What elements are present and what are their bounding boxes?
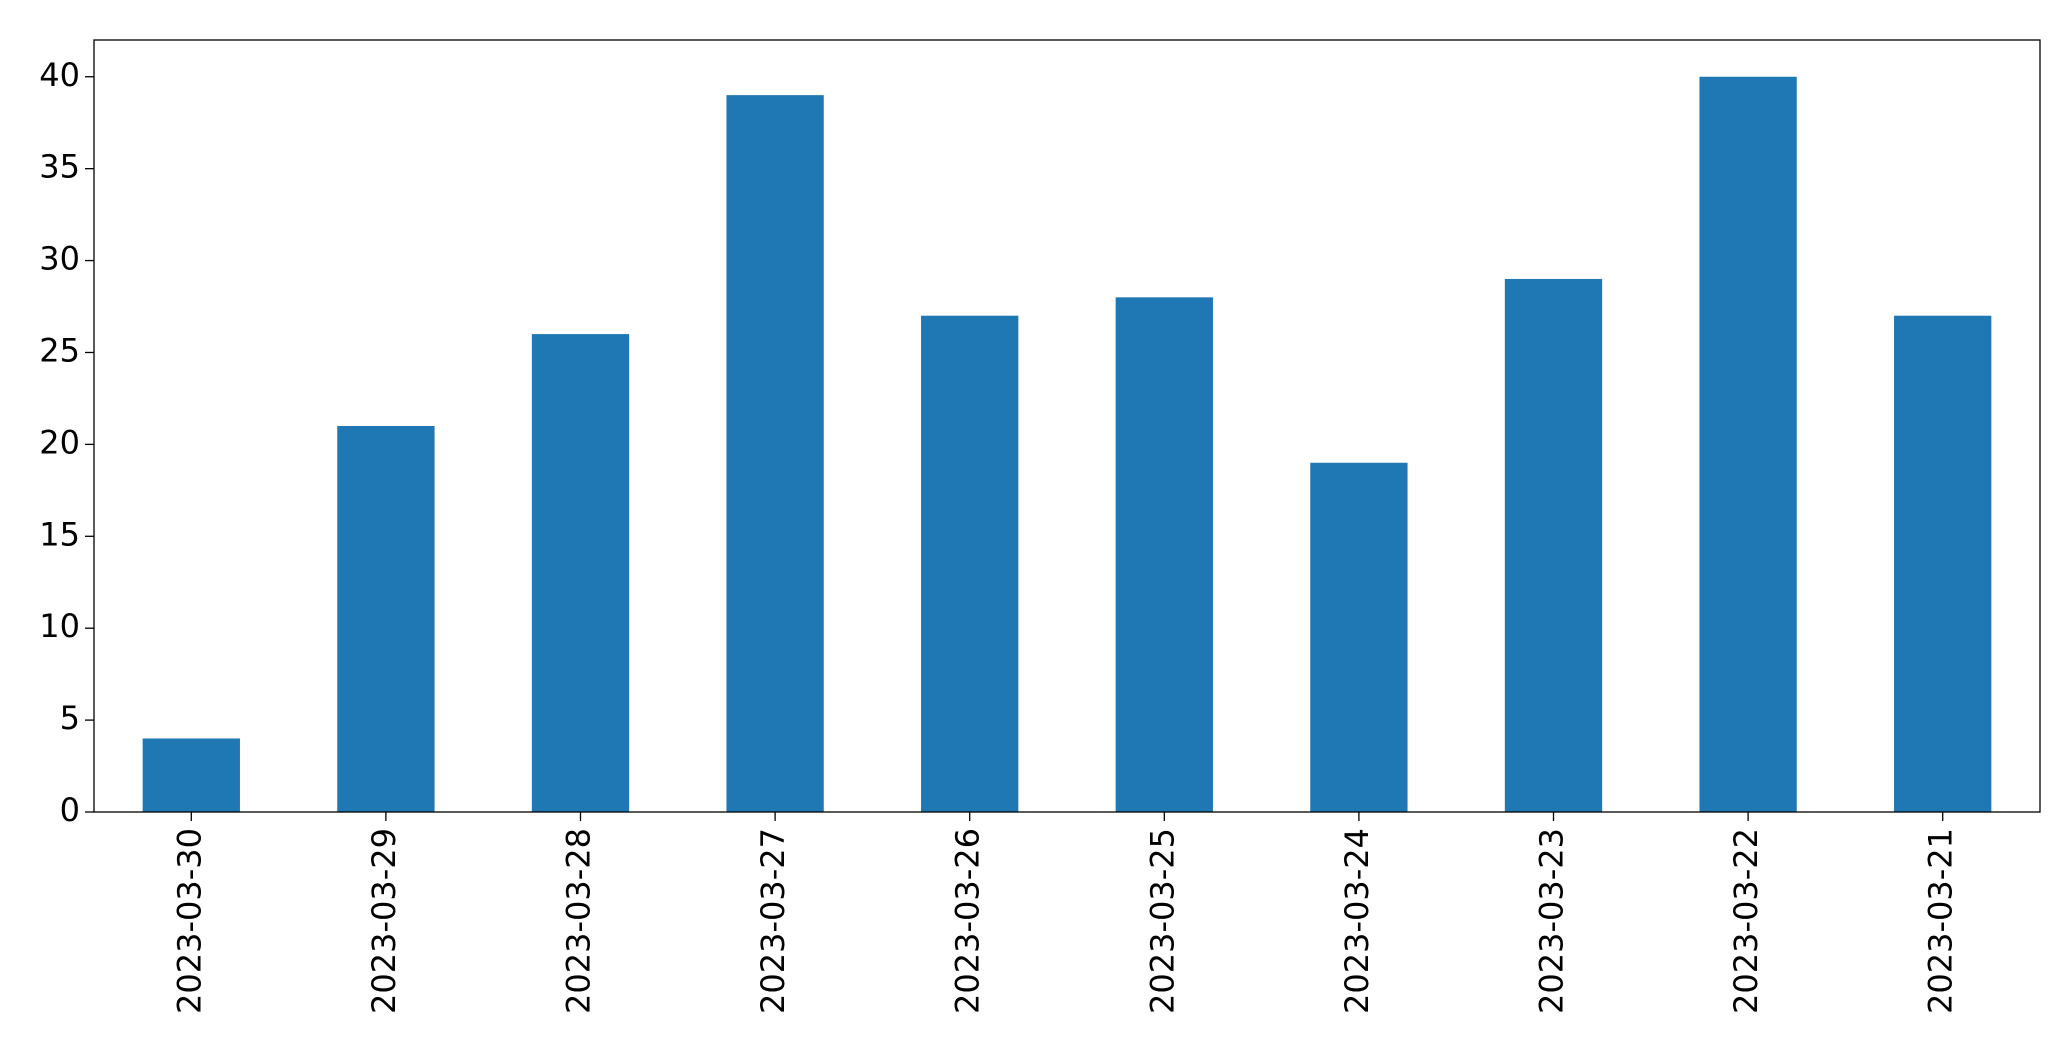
y-tick-label: 40 [39, 56, 80, 94]
bar [142, 738, 240, 812]
bar [1699, 76, 1797, 812]
bar [1310, 462, 1408, 812]
x-tick-label: 2023-03-27 [754, 828, 792, 1014]
y-tick-label: 20 [39, 423, 80, 461]
plot-frame [93, 39, 2041, 813]
x-tick-label: 2023-03-30 [170, 828, 208, 1014]
y-tick-label: 15 [39, 515, 80, 553]
y-tick-label: 10 [39, 607, 80, 645]
x-tick-label: 2023-03-23 [1533, 828, 1571, 1014]
y-tick-label: 5 [60, 699, 80, 737]
bar [337, 426, 435, 812]
x-tick-label: 2023-03-25 [1143, 828, 1181, 1014]
x-tick-label: 2023-03-26 [949, 828, 987, 1014]
x-tick-label: 2023-03-24 [1338, 828, 1376, 1014]
y-tick-label: 0 [60, 791, 80, 829]
bar [921, 315, 1019, 812]
y-tick-label: 30 [39, 240, 80, 278]
x-tick-label: 2023-03-21 [1922, 828, 1960, 1014]
y-tick-label: 25 [39, 331, 80, 369]
x-tick-label: 2023-03-22 [1727, 828, 1765, 1014]
bar [1115, 297, 1213, 812]
bar [531, 334, 630, 812]
bar [1894, 315, 1992, 812]
x-tick-label: 2023-03-28 [560, 828, 598, 1014]
bar [726, 95, 824, 812]
bar [1504, 278, 1603, 812]
x-tick-label: 2023-03-29 [365, 828, 403, 1014]
y-tick-label: 35 [39, 148, 80, 186]
